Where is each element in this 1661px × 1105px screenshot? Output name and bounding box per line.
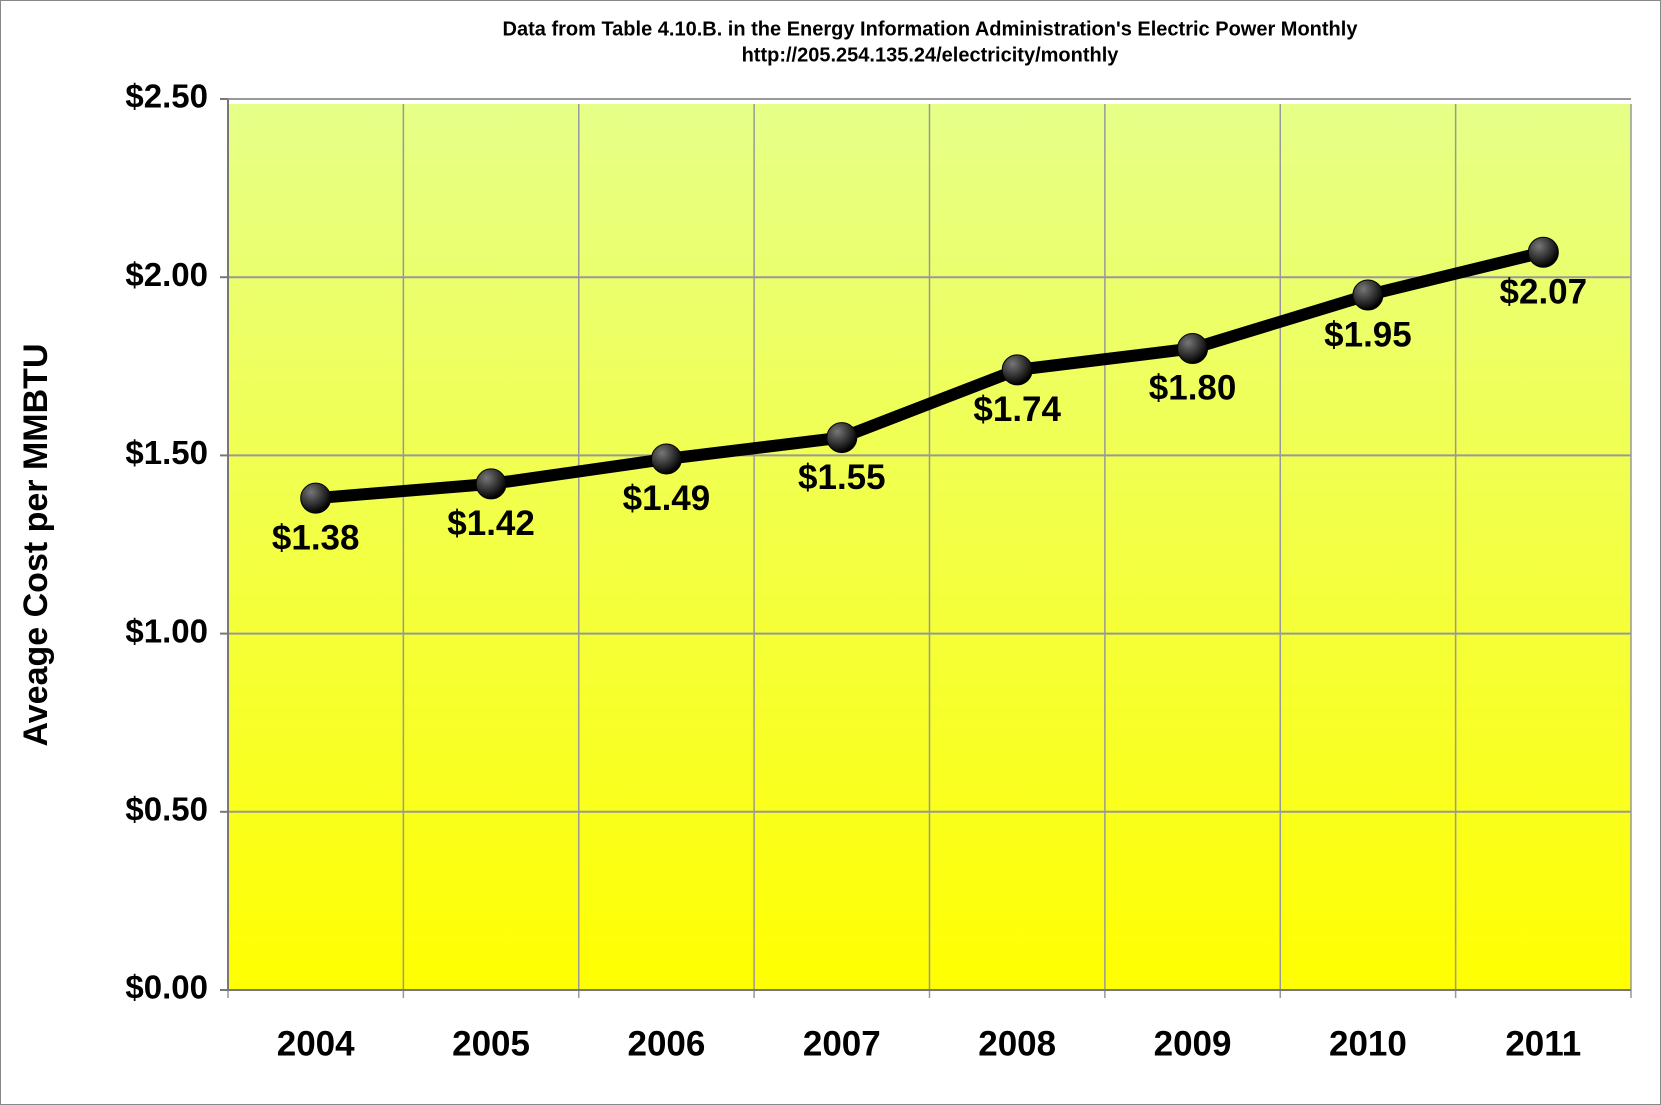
- chart-title: Data from Table 4.10.B. in the Energy In…: [503, 18, 1359, 40]
- point: [300, 482, 332, 514]
- point: [475, 468, 507, 500]
- data-label: $1.95: [1324, 315, 1412, 354]
- x-tick-label: 2010: [1329, 1024, 1407, 1063]
- data-label: $1.55: [798, 458, 886, 497]
- point: [826, 422, 858, 454]
- data-label: $2.07: [1500, 273, 1588, 312]
- data-label: $1.38: [272, 518, 360, 557]
- y-tick-label: $0.50: [125, 791, 208, 828]
- y-tick-label: $0.00: [125, 969, 208, 1006]
- y-tick-label: $1.00: [125, 612, 208, 649]
- x-tick-label: 2006: [628, 1024, 706, 1063]
- chart-subtitle: http://205.254.135.24/electricity/monthl…: [742, 44, 1120, 66]
- y-tick-label: $2.50: [125, 78, 208, 115]
- x-tick-label: 2005: [452, 1024, 530, 1063]
- y-axis-label: Aveage Cost per MMBTU: [17, 343, 55, 746]
- point: [1527, 236, 1559, 268]
- x-tick-label: 2007: [803, 1024, 881, 1063]
- y-tick-label: $2.00: [125, 256, 208, 293]
- x-tick-label: 2011: [1505, 1024, 1581, 1063]
- data-label: $1.42: [447, 504, 535, 543]
- point: [1001, 354, 1033, 386]
- point: [1352, 279, 1384, 311]
- data-label: $1.80: [1149, 369, 1237, 408]
- x-tick-label: 2008: [978, 1024, 1056, 1063]
- y-tick-label: $1.50: [125, 434, 208, 471]
- data-label: $1.74: [973, 390, 1061, 429]
- data-label: $1.49: [623, 479, 711, 518]
- x-tick-label: 2009: [1154, 1024, 1232, 1063]
- x-tick-label: 2004: [277, 1024, 355, 1063]
- point: [1177, 332, 1209, 364]
- point: [650, 443, 682, 475]
- line: [315, 246, 1545, 505]
